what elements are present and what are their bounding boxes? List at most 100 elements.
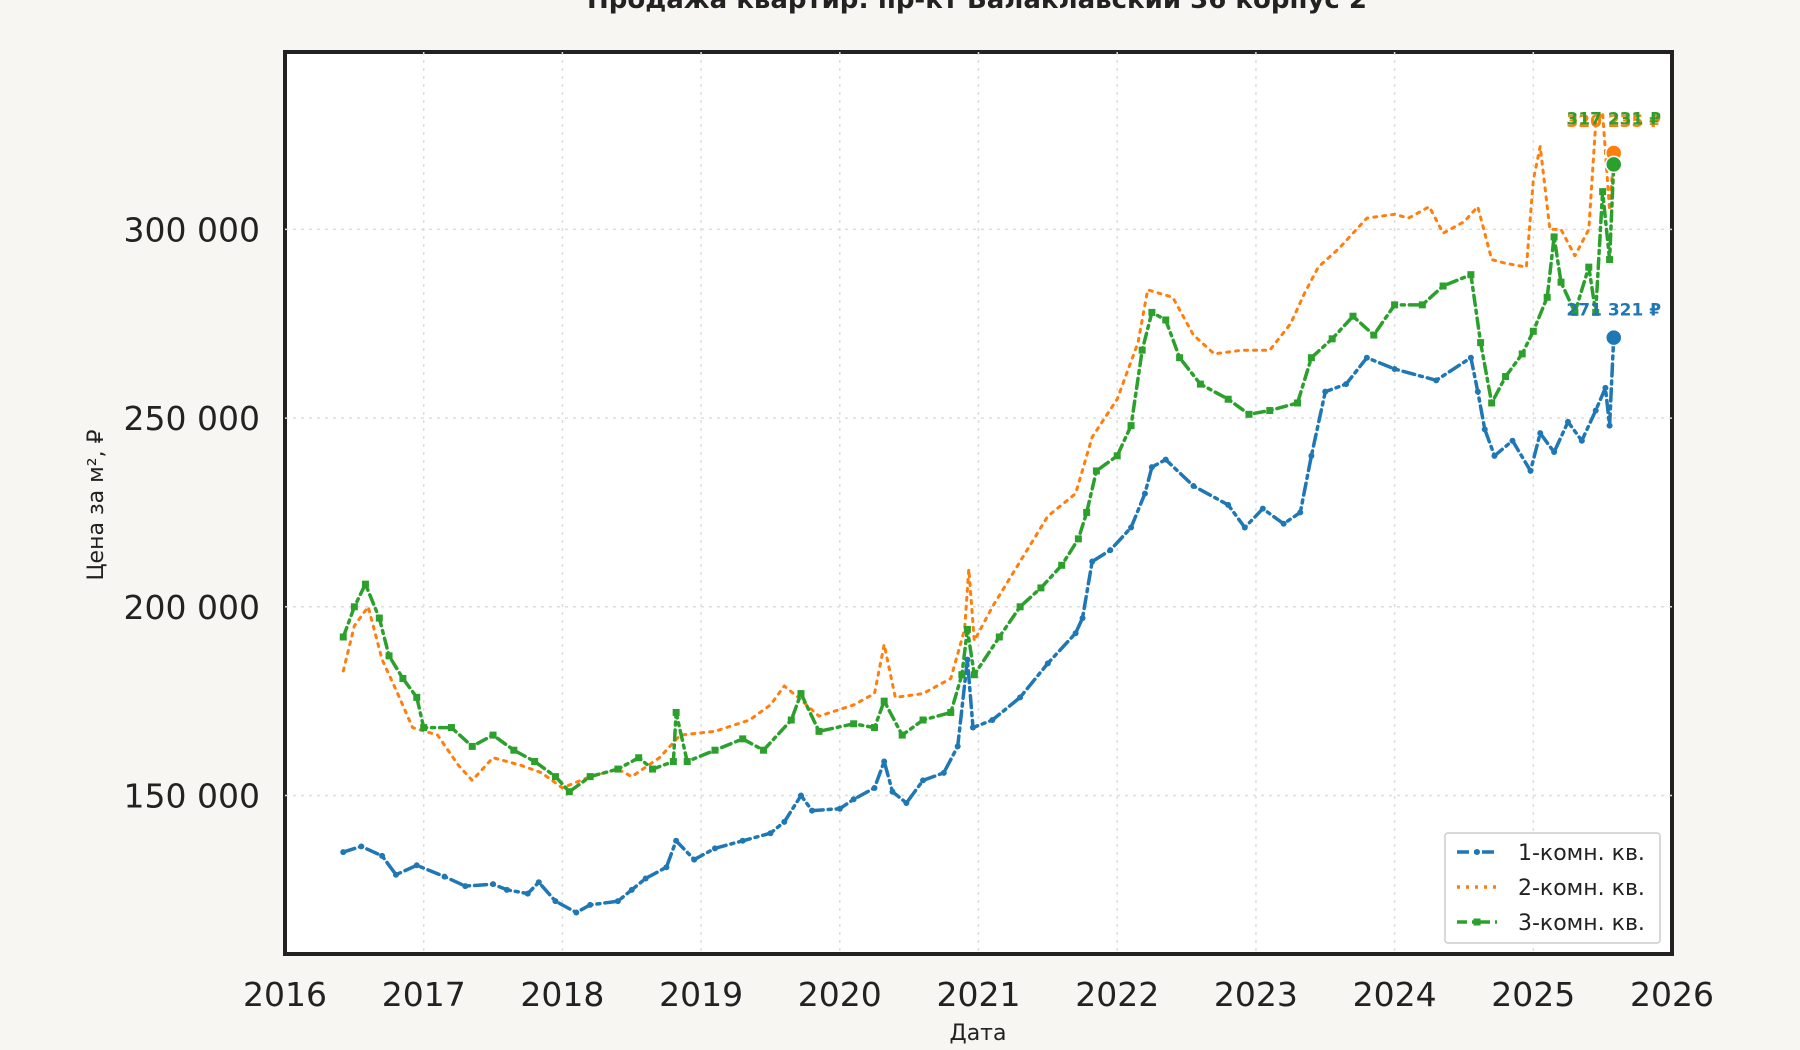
series-3-point [1571, 308, 1579, 316]
series-1-point [850, 796, 857, 803]
series-3-point [1370, 331, 1378, 339]
series-1-point [1190, 483, 1197, 490]
grid [285, 52, 1672, 954]
y-tick-label: 150 000 [124, 776, 260, 815]
series-3-point [339, 633, 347, 641]
series-1-point [441, 873, 448, 880]
series-3-point [669, 758, 677, 766]
x-tick-label: 2025 [1491, 975, 1575, 1014]
series-1-point [739, 837, 746, 844]
series-1-point [1280, 520, 1287, 527]
series-1-point [1474, 388, 1481, 395]
series-1-point [340, 849, 347, 856]
series-3-end-marker [1604, 155, 1623, 174]
series-3-point [1138, 346, 1146, 354]
series-3-point [850, 720, 858, 728]
axis-ticks: 2016 2017 2018 2019 2020 2021 2022 2023 2024 2025… [124, 210, 1714, 1014]
series-1-point [1107, 547, 1114, 554]
series-1-point [920, 777, 927, 784]
chart-title: Продажа квартир: пр-кт Балаклавский 36 к… [587, 0, 1367, 15]
series-3-point [1592, 308, 1600, 316]
series-1-point [1481, 426, 1488, 433]
series-1-point [964, 656, 971, 663]
series-3-point [413, 693, 421, 701]
series-1-point [940, 769, 947, 776]
series-3-point [565, 788, 573, 796]
series-3-point [614, 765, 622, 773]
series-1-point [628, 886, 635, 893]
series-1-point [954, 743, 961, 750]
series-1-point [1072, 630, 1079, 637]
series-3-point [531, 758, 539, 766]
series-3-point [1518, 350, 1526, 358]
x-tick-label: 2019 [659, 975, 743, 1014]
series-3-point [815, 727, 823, 735]
series-3-point [1550, 233, 1558, 241]
series-1-point [1322, 388, 1329, 395]
series-1-point [1162, 456, 1169, 463]
series-1-point [989, 717, 996, 724]
series-1-point [1017, 694, 1024, 701]
series-1-point [1148, 464, 1155, 471]
series-1-end-marker [1604, 328, 1623, 347]
x-tick-label: 2016 [243, 975, 327, 1014]
series-3-point [1266, 407, 1274, 415]
series-3-point [970, 671, 978, 679]
series-3-point [880, 697, 888, 705]
x-tick-label: 2021 [937, 975, 1021, 1014]
series-3-point [958, 671, 966, 679]
series-3-point [683, 758, 691, 766]
series-3-point [1083, 508, 1091, 516]
legend: 1-комн. кв. 2-комн. кв. 3-комн. кв. [1444, 832, 1661, 944]
series-1-point [1259, 505, 1266, 512]
series-1-point [1241, 524, 1248, 531]
series-3-point [1074, 535, 1082, 543]
series-3-point [1439, 282, 1447, 290]
series-1-point [1079, 615, 1086, 622]
series-1-point [358, 843, 365, 850]
series-1-point [1363, 354, 1370, 361]
series-1-point [1044, 660, 1051, 667]
series-3-point [1557, 278, 1565, 286]
series-1-point [1491, 452, 1498, 459]
series-3-point [385, 652, 393, 660]
series-3-point [447, 724, 455, 732]
series-3-point [375, 614, 383, 622]
series-1-point [809, 807, 816, 814]
series-3-point [1488, 399, 1496, 407]
series-1-point [503, 886, 510, 893]
series-3-point [586, 773, 594, 781]
series-group [339, 110, 1618, 916]
legend-marker-1 [1474, 849, 1480, 855]
series-1-point [673, 837, 680, 844]
series-1-point [1509, 437, 1516, 444]
x-tick-label: 2018 [520, 975, 604, 1014]
series-1-point [1537, 430, 1544, 437]
series-3-point [1529, 327, 1537, 335]
series-1-point [587, 901, 594, 908]
series-3-point [551, 773, 559, 781]
series-1-point [1343, 381, 1350, 388]
series-3-point [919, 716, 927, 724]
series-1-point [691, 856, 698, 863]
series-3-point [1391, 301, 1399, 309]
series-1-point [1467, 354, 1474, 361]
series-2-line [341, 110, 1616, 790]
series-3-point [1092, 467, 1100, 475]
series-1-point [535, 879, 542, 886]
legend-label-2: 2-комн. кв. [1518, 876, 1645, 901]
series-3-point [1328, 335, 1336, 343]
series-3-point [1477, 339, 1485, 347]
series-3-point [1502, 373, 1510, 381]
series-3-point [649, 765, 657, 773]
y-tick-label: 250 000 [124, 399, 260, 438]
series-3-point [420, 724, 428, 732]
series-3-point [870, 724, 878, 732]
series-3-point [739, 735, 747, 743]
series-1-point [711, 845, 718, 852]
series-1-line [341, 335, 1616, 915]
series-3-point [489, 731, 497, 739]
series-3-point [361, 580, 369, 588]
series-1-point [767, 830, 774, 837]
series-1-point [642, 875, 649, 882]
